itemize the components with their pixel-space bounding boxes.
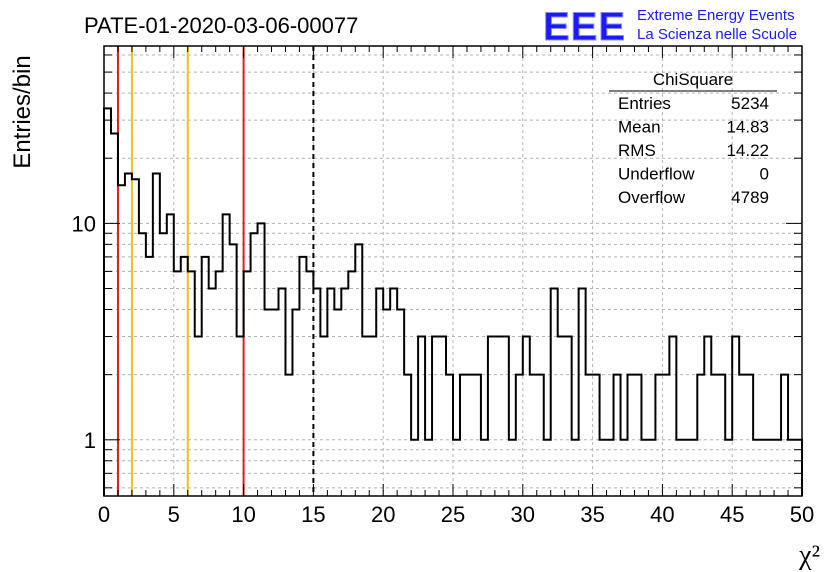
logo-mark: EEE [543, 5, 626, 49]
stats-value: 5234 [731, 94, 769, 113]
stats-label: Entries [618, 94, 671, 113]
stats-label: Underflow [618, 165, 695, 184]
histogram-series [103, 107, 803, 496]
stats-label: Mean [618, 118, 661, 137]
x-tick-label: 40 [650, 502, 674, 527]
stats-box: ChiSquare Entries 5234 Mean 14.83 RMS 14.22 Un… [609, 70, 777, 207]
stats-value: 4789 [731, 188, 769, 207]
x-tick-label: 15 [301, 502, 325, 527]
y-tick-label: 10 [72, 211, 96, 236]
x-tick-label: 30 [511, 502, 535, 527]
chart-title: PATE-01-2020-03-06-00077 [84, 13, 358, 38]
x-tick-label: 0 [98, 502, 110, 527]
stats-title: ChiSquare [653, 70, 733, 89]
x-tick-label: 50 [790, 502, 814, 527]
x-tick-label: 35 [580, 502, 604, 527]
logo-line-1: Extreme Energy Events [637, 7, 795, 24]
stats-label: Overflow [618, 188, 686, 207]
x-tick-label: 5 [168, 502, 180, 527]
logo-line-2: La Scienza nelle Scuole [637, 26, 797, 43]
axis-ticks: 0 5 10 15 20 25 30 35 40 45 50 1 10 [72, 46, 814, 527]
y-axis-label: Entries/bin [9, 55, 36, 168]
stats-value: 0 [760, 165, 769, 184]
x-tick-label: 20 [371, 502, 395, 527]
eee-logo: EEE Extreme Energy Events La Scienza nel… [543, 5, 798, 50]
histogram-line [103, 107, 803, 496]
y-tick-label: 1 [84, 428, 96, 453]
stats-value: 14.22 [726, 141, 769, 160]
stats-label: RMS [618, 141, 656, 160]
x-tick-label: 25 [441, 502, 465, 527]
x-axis-label: χ² [798, 540, 820, 571]
x-tick-label: 10 [231, 502, 255, 527]
stats-value: 14.83 [726, 118, 769, 137]
x-tick-label: 45 [720, 502, 744, 527]
